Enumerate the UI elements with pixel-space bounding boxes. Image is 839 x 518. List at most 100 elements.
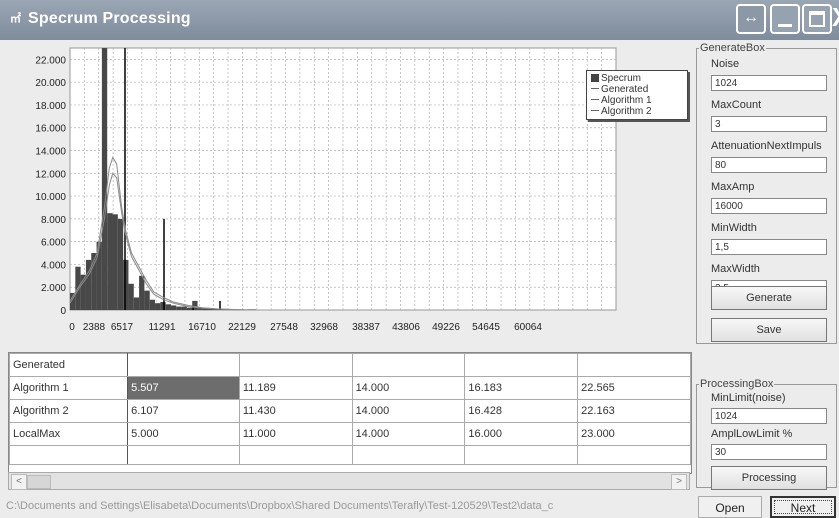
generate-field-input[interactable] — [711, 116, 827, 132]
y-tick-label: 12.000 — [35, 169, 66, 180]
table-cell[interactable]: 14.000 — [351, 376, 466, 400]
processing-field-label: MinLimit(noise) — [711, 392, 786, 404]
generate-field-input[interactable] — [711, 75, 827, 91]
table-cell[interactable]: 5.000 — [127, 422, 240, 446]
table-cell[interactable] — [127, 353, 240, 377]
legend-item: Algorithm 1 — [591, 95, 683, 106]
table-cell[interactable]: 5.507 — [127, 376, 240, 400]
close-button[interactable]: X — [830, 4, 839, 34]
table-cell[interactable]: 16.183 — [464, 376, 579, 400]
generate-field-input[interactable] — [711, 157, 827, 173]
table-cell[interactable]: 16.000 — [464, 422, 579, 446]
table-cell[interactable]: 16.428 — [464, 399, 579, 423]
table-cell[interactable]: 11.000 — [238, 422, 353, 446]
maximize-button[interactable] — [802, 4, 832, 34]
spectrum-bar — [181, 306, 187, 310]
processing-button[interactable]: Processing — [711, 466, 827, 490]
legend-item: Specrum — [591, 73, 683, 84]
generate-field-input[interactable] — [711, 198, 827, 214]
results-table: Generated Algorithm 1 5.507 11.189 14.000 16.… — [9, 353, 691, 465]
bar-swatch-icon — [591, 74, 599, 82]
app-icon: ㎡ — [10, 13, 21, 25]
line-swatch-icon — [591, 88, 599, 89]
horizontal-scrollbar[interactable]: < > — [8, 472, 690, 490]
spectrum-bar — [123, 259, 129, 310]
table-cell[interactable]: 11.189 — [238, 376, 353, 400]
legend-label: Algorithm 2 — [601, 106, 652, 117]
generate-field-input[interactable] — [711, 239, 827, 255]
spectrum-bar — [186, 307, 193, 310]
x-tick-label: 0 — [69, 322, 75, 333]
file-path-status: C:\Documents and Settings\Elisabeta\Docu… — [6, 500, 554, 512]
spectrum-bar — [245, 309, 251, 310]
line-swatch-icon — [591, 99, 599, 100]
chart-svg: 0 2.000 4.000 6.000 8.000 10.000 12.000 14.000 1… — [35, 47, 617, 333]
table-cell[interactable]: 23.000 — [577, 422, 691, 446]
legend-label: Algorithm 1 — [601, 95, 652, 106]
scroll-right-icon[interactable]: > — [671, 474, 687, 490]
processing-box-title: ProcessingBox — [700, 378, 774, 390]
x-tick-label: 2388 — [83, 322, 106, 333]
table-cell — [127, 445, 240, 465]
y-tick-label: 4.000 — [41, 260, 66, 271]
y-tick-label: 16.000 — [35, 124, 66, 135]
row-header: LocalMax — [9, 422, 129, 446]
table-cell[interactable]: 14.000 — [351, 399, 466, 423]
row-header: Algorithm 1 — [9, 376, 129, 400]
y-tick-label: 8.000 — [41, 215, 66, 226]
next-button[interactable]: Next — [770, 496, 836, 518]
processing-field-input[interactable] — [711, 444, 827, 460]
spectrum-bar — [96, 241, 102, 310]
x-tick-label: 16710 — [188, 322, 216, 333]
table-cell[interactable]: 14.000 — [351, 422, 466, 446]
table-cell[interactable] — [351, 353, 466, 377]
chart-legend: Specrum Generated Algorithm 1 Algorithm 2 — [586, 70, 688, 120]
y-tick-label: 14.000 — [35, 147, 66, 158]
open-button[interactable]: Open — [698, 496, 762, 518]
save-button[interactable]: Save — [711, 318, 827, 342]
y-tick-label: 18.000 — [35, 101, 66, 112]
spectrum-bar — [133, 297, 140, 310]
table-cell[interactable]: 22.163 — [577, 399, 691, 423]
generate-box-title: GenerateBox — [700, 42, 765, 54]
generate-button[interactable]: Generate — [711, 286, 827, 310]
spectrum-bar — [170, 305, 177, 310]
minimize-button[interactable] — [770, 4, 800, 34]
table-row — [9, 445, 691, 465]
table-cell[interactable] — [238, 353, 353, 377]
table-cell[interactable]: 11.430 — [238, 399, 353, 423]
restore-button[interactable]: ↔ — [736, 4, 766, 34]
results-grid[interactable]: Generated Algorithm 1 5.507 11.189 14.000 16.… — [8, 352, 692, 474]
table-cell — [351, 445, 466, 465]
spectrum-chart: 0 2.000 4.000 6.000 8.000 10.000 12.000 14.000 1… — [8, 42, 688, 346]
spectrum-bar — [208, 308, 214, 310]
title-bar[interactable]: ㎡ Specrum Processing ↔ X — [0, 0, 839, 40]
y-tick-label: 20.000 — [35, 78, 66, 89]
table-row: Algorithm 2 6.107 11.430 14.000 16.428 22.163 — [9, 399, 691, 423]
scroll-thumb[interactable] — [27, 475, 51, 489]
spectrum-bar — [176, 306, 182, 310]
table-row: Algorithm 1 5.507 11.189 14.000 16.183 22.565 — [9, 376, 691, 400]
spectrum-bar — [192, 300, 198, 310]
processing-field-input[interactable] — [711, 408, 827, 424]
y-tick-label: 6.000 — [41, 238, 66, 249]
maximize-icon — [809, 11, 825, 27]
x-tick-label: 27548 — [270, 322, 298, 333]
table-cell[interactable]: 6.107 — [127, 399, 240, 423]
line-swatch-icon — [591, 110, 599, 111]
x-tick-label: 38387 — [352, 322, 380, 333]
scroll-left-icon[interactable]: < — [11, 474, 27, 490]
spectrum-bar — [165, 304, 171, 310]
x-tick-label: 49226 — [432, 322, 460, 333]
spectrum-bar — [91, 253, 97, 310]
x-tick-label: 22129 — [228, 322, 256, 333]
generate-box: GenerateBox Noise MaxCount AttenuationNext… — [696, 42, 837, 344]
y-tick-label: 0 — [60, 306, 66, 317]
table-cell[interactable]: 22.565 — [577, 376, 691, 400]
spectrum-bar — [149, 299, 156, 310]
table-cell[interactable] — [577, 353, 691, 377]
x-tick-label: 6517 — [111, 322, 134, 333]
spectrum-bar — [160, 302, 166, 310]
table-cell[interactable] — [464, 353, 579, 377]
